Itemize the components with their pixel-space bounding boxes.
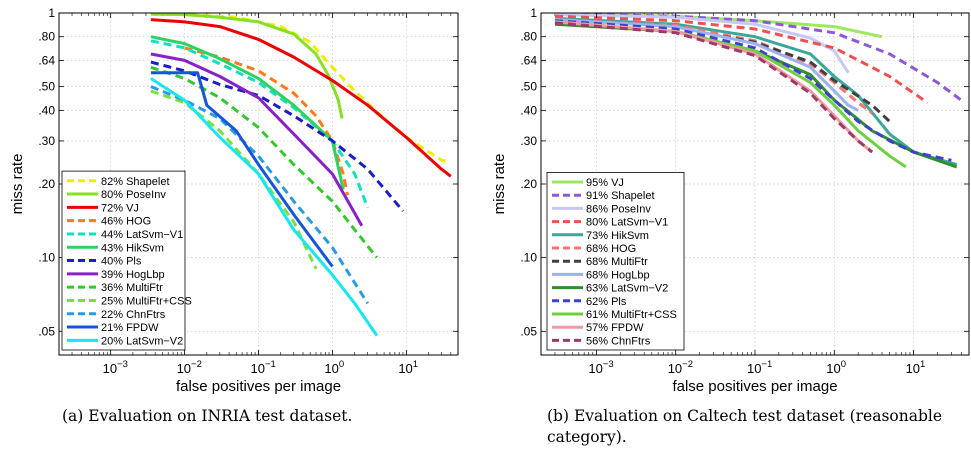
- series-line: [150, 39, 370, 209]
- series-line: [150, 89, 318, 270]
- y-tick-label: .05: [38, 324, 55, 338]
- legend-label: 22% ChnFtrs: [101, 309, 166, 321]
- series-line: [150, 71, 334, 268]
- series-line: [554, 18, 859, 112]
- legend-label: 68% MultiFtr: [586, 256, 648, 268]
- legend-label: 91% Shapelet: [586, 190, 655, 202]
- x-tick-label: 10−3: [588, 359, 613, 376]
- legend-label: 21% FPDW: [101, 322, 159, 334]
- x-tick-label: 10−2: [668, 359, 693, 376]
- legend-label: 43% HikSvm: [101, 242, 164, 254]
- y-tick-label: 1: [48, 6, 55, 20]
- series-line: [554, 14, 929, 104]
- legend-label: 61% MultiFtr+CSS: [586, 309, 677, 321]
- series-line: [150, 65, 379, 259]
- y-tick-label: .50: [520, 80, 537, 94]
- x-tick-label: 100: [324, 359, 344, 376]
- series-line: [150, 77, 379, 337]
- legend-label: 95% VJ: [586, 177, 624, 189]
- y-tick-label: .80: [38, 30, 55, 44]
- series-line: [150, 52, 364, 227]
- y-tick-label: .50: [38, 80, 55, 94]
- legend-label: 44% LatSvm−V1: [101, 229, 183, 241]
- y-tick-label: .30: [38, 134, 55, 148]
- legend-label: 40% Pls: [101, 256, 142, 268]
- x-tick-label: 100: [826, 359, 846, 376]
- y-axis-label: miss rate: [9, 154, 26, 215]
- legend-label: 62% Pls: [586, 296, 627, 308]
- y-tick-label: .40: [38, 103, 55, 117]
- legend-label: 86% PoseInv: [586, 203, 651, 215]
- legend-label: 73% HikSvm: [586, 230, 649, 242]
- legend-label: 25% MultiFtr+CSS: [101, 295, 192, 307]
- series-line: [150, 12, 344, 119]
- x-tick-label: 10−2: [177, 359, 202, 376]
- panel-b: 10−3 10−2 10−1 100 101 1 .80 .64 .50 .40 .30 .20 .10…: [491, 6, 970, 395]
- x-tick-label: 10−1: [251, 359, 276, 376]
- y-tick-label: .30: [520, 134, 537, 148]
- series-line: [554, 16, 958, 167]
- x-tick-label: 10−3: [103, 359, 128, 376]
- legend-label: 56% ChnFtrs: [586, 335, 651, 347]
- y-tick-label: 1: [530, 6, 537, 20]
- series-line: [150, 18, 452, 178]
- y-tick-label: .64: [520, 53, 537, 67]
- x-axis-label: false positives per image: [176, 378, 341, 395]
- legend-label: 46% HOG: [101, 216, 151, 228]
- x-tick-label: 10−1: [747, 359, 772, 376]
- legend-label: 68% HOG: [586, 243, 636, 255]
- x-axis-label: false positives per image: [672, 378, 837, 395]
- y-tick-label: .20: [38, 177, 55, 191]
- y-tick-label: .80: [520, 30, 537, 44]
- legend-label: 80% LatSvm−V1: [586, 217, 668, 229]
- legend-label: 20% LatSvm−V2: [101, 335, 183, 347]
- series-line: [554, 13, 850, 74]
- legend-label: 63% LatSvm−V2: [586, 283, 668, 295]
- y-tick-label: .20: [520, 177, 537, 191]
- series-line: [554, 19, 952, 162]
- series-line: [184, 46, 349, 196]
- legend-label: 68% HogLbp: [586, 269, 650, 281]
- caption-a: (a) Evaluation on INRIA test dataset.: [62, 407, 353, 425]
- legend-label: 80% PoseInv: [101, 189, 166, 201]
- series-line: [554, 21, 874, 154]
- panel-a: 10−3 10−2 10−1 100 101 1 .80 .64 .50 .40 .30 .20 .10…: [9, 6, 459, 395]
- y-tick-label: .10: [520, 251, 537, 265]
- y-tick-label: .10: [38, 251, 55, 265]
- caption-b: (b) Evaluation on Caltech test dataset (…: [547, 407, 943, 446]
- legend-label: 82% Shapelet: [101, 176, 170, 188]
- series-line: [150, 85, 369, 305]
- legend-label: 36% MultiFtr: [101, 282, 163, 294]
- y-axis-label: miss rate: [491, 154, 508, 215]
- legend-label: 57% FPDW: [586, 322, 644, 334]
- x-tick-label: 101: [398, 359, 418, 376]
- y-tick-label: .40: [520, 103, 537, 117]
- x-tick-label: 101: [906, 359, 926, 376]
- legend-label: 39% HogLbp: [101, 269, 165, 281]
- legend-label: 72% VJ: [101, 202, 139, 214]
- y-tick-label: .64: [38, 53, 55, 67]
- y-tick-label: .05: [520, 324, 537, 338]
